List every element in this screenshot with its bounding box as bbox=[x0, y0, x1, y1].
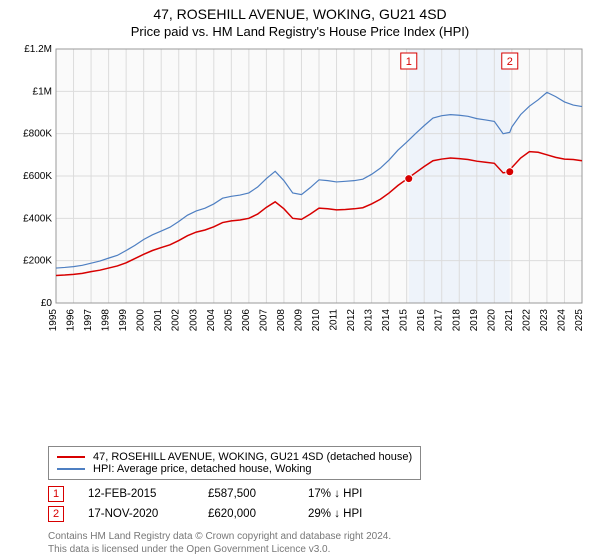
svg-text:2014: 2014 bbox=[381, 309, 392, 332]
svg-text:1998: 1998 bbox=[101, 309, 112, 332]
svg-text:1: 1 bbox=[406, 56, 412, 68]
svg-text:2008: 2008 bbox=[276, 309, 287, 332]
svg-text:2017: 2017 bbox=[434, 309, 445, 332]
svg-text:2010: 2010 bbox=[311, 309, 322, 332]
svg-text:2004: 2004 bbox=[206, 309, 217, 332]
footer-attribution: Contains HM Land Registry data © Crown c… bbox=[48, 530, 590, 556]
svg-text:£1.2M: £1.2M bbox=[24, 44, 52, 55]
footer-line: This data is licensed under the Open Gov… bbox=[48, 543, 590, 556]
svg-text:2: 2 bbox=[507, 56, 513, 68]
legend-swatch bbox=[57, 468, 85, 470]
svg-text:1995: 1995 bbox=[48, 309, 59, 332]
sale-date: 17-NOV-2020 bbox=[88, 508, 208, 520]
sale-marker-badge: 2 bbox=[48, 506, 64, 522]
svg-text:2019: 2019 bbox=[469, 309, 480, 332]
sales-row: 1 12-FEB-2015 £587,500 17% ↓ HPI bbox=[48, 486, 590, 502]
sale-date: 12-FEB-2015 bbox=[88, 488, 208, 500]
svg-text:2006: 2006 bbox=[241, 309, 252, 332]
sale-price: £587,500 bbox=[208, 488, 308, 500]
legend-item: 47, ROSEHILL AVENUE, WOKING, GU21 4SD (d… bbox=[57, 451, 412, 463]
title-sub: Price paid vs. HM Land Registry's House … bbox=[10, 24, 590, 39]
svg-text:£800K: £800K bbox=[23, 129, 52, 140]
svg-text:1999: 1999 bbox=[118, 309, 129, 332]
legend-swatch bbox=[57, 456, 85, 458]
legend-label: HPI: Average price, detached house, Woki… bbox=[93, 463, 312, 475]
svg-text:2015: 2015 bbox=[399, 309, 410, 332]
svg-text:£0: £0 bbox=[41, 298, 53, 309]
svg-text:£200K: £200K bbox=[23, 256, 52, 267]
sale-marker-badge: 1 bbox=[48, 486, 64, 502]
legend-label: 47, ROSEHILL AVENUE, WOKING, GU21 4SD (d… bbox=[93, 451, 412, 463]
svg-text:2018: 2018 bbox=[451, 309, 462, 332]
svg-text:2005: 2005 bbox=[223, 309, 234, 332]
sale-diff: 29% ↓ HPI bbox=[308, 508, 408, 520]
sales-table: 1 12-FEB-2015 £587,500 17% ↓ HPI 2 17-NO… bbox=[48, 486, 590, 526]
svg-text:2002: 2002 bbox=[171, 309, 182, 332]
svg-text:2020: 2020 bbox=[486, 309, 497, 332]
svg-text:1997: 1997 bbox=[83, 309, 94, 332]
svg-text:1996: 1996 bbox=[66, 309, 77, 332]
svg-text:£1M: £1M bbox=[33, 86, 52, 97]
svg-text:2023: 2023 bbox=[539, 309, 550, 332]
svg-text:2016: 2016 bbox=[416, 309, 427, 332]
svg-text:2021: 2021 bbox=[504, 309, 515, 332]
legend: 47, ROSEHILL AVENUE, WOKING, GU21 4SD (d… bbox=[48, 446, 421, 480]
svg-text:2000: 2000 bbox=[136, 309, 147, 332]
footer-line: Contains HM Land Registry data © Crown c… bbox=[48, 530, 590, 543]
chart-titles: 47, ROSEHILL AVENUE, WOKING, GU21 4SD Pr… bbox=[10, 6, 590, 39]
sale-diff: 17% ↓ HPI bbox=[308, 488, 408, 500]
svg-text:£600K: £600K bbox=[23, 171, 52, 182]
sales-row: 2 17-NOV-2020 £620,000 29% ↓ HPI bbox=[48, 506, 590, 522]
svg-text:2003: 2003 bbox=[188, 309, 199, 332]
svg-text:2009: 2009 bbox=[293, 309, 304, 332]
svg-text:2012: 2012 bbox=[346, 309, 357, 332]
sale-price: £620,000 bbox=[208, 508, 308, 520]
svg-text:2011: 2011 bbox=[329, 309, 340, 331]
svg-text:2025: 2025 bbox=[574, 309, 585, 332]
svg-text:2007: 2007 bbox=[258, 309, 269, 332]
chart-area: £0 £200K £400K £600K £800K £1M £1.2M 1995 1996 19… bbox=[10, 43, 590, 444]
svg-text:£400K: £400K bbox=[23, 213, 52, 224]
svg-text:2022: 2022 bbox=[521, 309, 532, 332]
title-main: 47, ROSEHILL AVENUE, WOKING, GU21 4SD bbox=[10, 6, 590, 22]
svg-text:2024: 2024 bbox=[556, 309, 567, 332]
svg-text:2013: 2013 bbox=[364, 309, 375, 332]
svg-text:2001: 2001 bbox=[153, 309, 164, 332]
legend-item: HPI: Average price, detached house, Woki… bbox=[57, 463, 412, 475]
